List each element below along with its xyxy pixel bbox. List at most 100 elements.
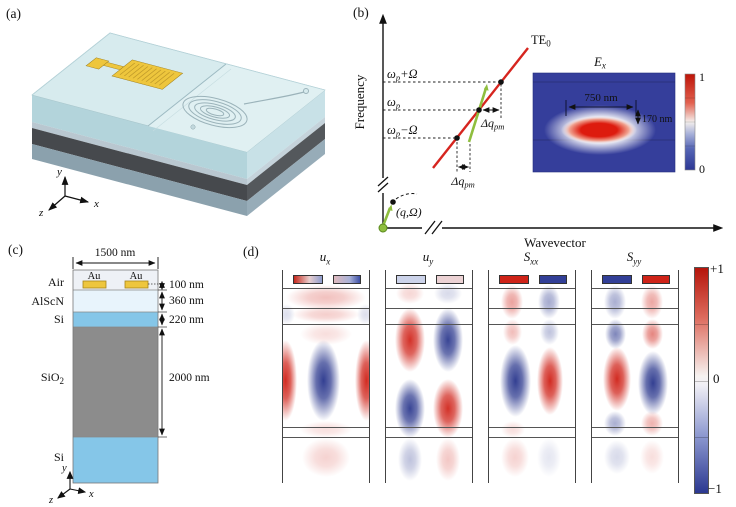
layer-interface-line (592, 437, 678, 438)
au-label-left: Au (88, 271, 102, 282)
cbar-tick (695, 380, 708, 382)
layer-interface-line (283, 308, 369, 309)
layer-interface-line (386, 427, 472, 428)
au-electrode-left (82, 280, 107, 289)
omega-label: ωp (387, 95, 400, 111)
layer-si-bottom (73, 437, 158, 483)
sio2-label: SiO2 (41, 370, 64, 386)
ex-cbar-max: 1 (699, 70, 705, 84)
electrode (602, 275, 632, 284)
panel-b-dispersion: (b) Frequency Wavevector TE0 ωp+Ω ωp ωp−… (352, 5, 724, 250)
field-blob (641, 284, 664, 319)
delta-q-label-lower: Δqpm (450, 174, 474, 190)
field-blob (300, 421, 352, 439)
total-width-label: 1500 nm (95, 247, 136, 259)
field-blob (398, 438, 423, 481)
acoustic-dispersion-dashed (395, 193, 418, 200)
electrode (436, 275, 464, 284)
field-cbar-mid: 0 (713, 371, 720, 386)
point-omega-plus (498, 79, 504, 85)
thin-layer-side-left (32, 122, 247, 185)
field-blob (395, 378, 425, 439)
electrode (293, 275, 323, 284)
electrode (396, 275, 426, 284)
y-axis-break (377, 182, 389, 193)
y-axis-break-gap (376, 178, 390, 193)
idt-fingers (119, 62, 175, 86)
x-axis-break-gap (422, 221, 442, 235)
dim-alscn: 360 nm (169, 295, 204, 307)
field-blob (603, 346, 631, 411)
width-dim-label: 750 nm (584, 92, 618, 104)
layer-si-top (73, 312, 158, 327)
substrate-side-left (32, 144, 247, 216)
top-slab-side-left (32, 95, 247, 179)
phonon-arrow (467, 87, 488, 143)
substrate-side-right (247, 139, 325, 216)
ex-colorbar (684, 73, 696, 171)
top-slab-side-right (247, 90, 325, 179)
layer-interface-line (592, 308, 678, 309)
layer-interface-line (283, 427, 369, 428)
field-colorbar (694, 267, 709, 494)
mesa-step-edge (147, 63, 227, 127)
q-omega-label: (q,Ω) (396, 205, 422, 219)
field-blob (501, 284, 524, 319)
mode-core (561, 116, 637, 144)
field-blob (433, 308, 463, 373)
omega-plus-label: ωp+Ω (387, 67, 418, 83)
layer-interface-line (489, 427, 575, 428)
field-title-sxx: Sxx (523, 249, 539, 267)
layer-interface-line (283, 324, 369, 325)
height-dim-label: 170 nm (642, 114, 673, 125)
point-omega-minus (454, 135, 460, 141)
field-blob (640, 440, 665, 475)
field-blob (604, 410, 627, 437)
field-blob (434, 282, 462, 305)
axes-triad-c (57, 470, 87, 499)
field-blob (433, 378, 463, 439)
origin-dot (378, 223, 388, 233)
axis-y-label: y (56, 166, 62, 178)
y-axis-break (377, 176, 389, 187)
dim-au: 100 nm (169, 279, 204, 291)
waveguide-lead (243, 91, 305, 105)
panel-a-label: (a) (6, 6, 21, 21)
electrode (499, 275, 529, 284)
si-bottom-label: Si (54, 450, 65, 464)
field-blob (395, 308, 425, 373)
field-blob (396, 282, 424, 305)
field-blob (638, 350, 668, 415)
air-label: Air (48, 275, 64, 289)
field-blob (283, 340, 297, 422)
layer-interface-line (283, 437, 369, 438)
dim-sio2: 2000 nm (169, 372, 210, 384)
x-axis-title: Wavevector (524, 235, 586, 250)
layer-sio2 (73, 327, 158, 437)
top-edge-highlight (31, 32, 326, 96)
field-panel-uy (385, 270, 473, 483)
phonon-arrow-origin (381, 207, 392, 227)
x-axis-break (424, 220, 436, 235)
layer-boundaries (73, 289, 158, 438)
field-blob (604, 284, 627, 319)
field-title-syy: Syy (626, 249, 642, 267)
ex-mode-inset: Ex 750 nm 170 nm 1 0 (532, 55, 705, 176)
field-panel-sxx (488, 270, 576, 483)
field-cbar-min: −1 (708, 481, 722, 496)
layer-interface-line (386, 308, 472, 309)
mesa-region (148, 64, 325, 152)
axis-y-label: y (61, 463, 67, 474)
phonon-arrowhead (483, 84, 489, 91)
point-omega (476, 107, 482, 113)
y-axis-title: Frequency (352, 74, 367, 129)
field-blob (539, 318, 559, 345)
electrode (333, 275, 361, 284)
via-dot (190, 124, 196, 130)
layer-interface-line (283, 288, 369, 289)
cbar-tick (695, 436, 708, 438)
field-blob (604, 440, 630, 475)
stack-outline (72, 269, 159, 484)
mesa-step-groove (152, 68, 232, 132)
delta-q-label-upper: Δqpm (480, 116, 504, 132)
